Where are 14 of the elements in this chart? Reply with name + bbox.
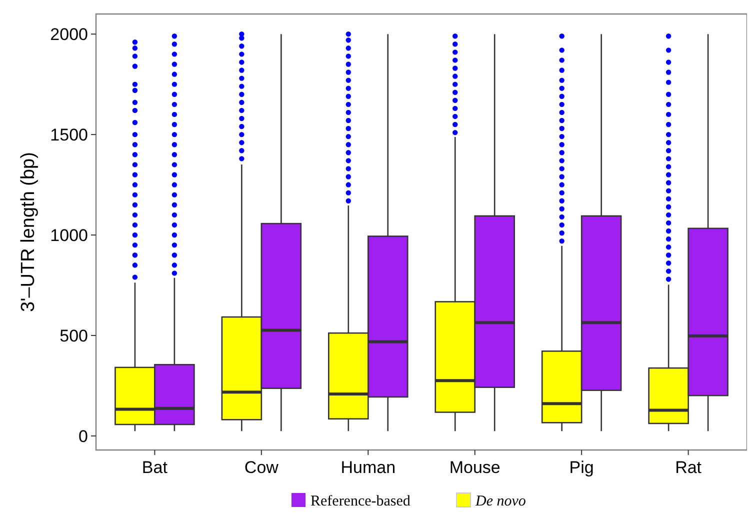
y-tick-label: 0 xyxy=(78,426,88,446)
y-tick-label: 500 xyxy=(60,326,88,346)
y-tick-label: 1500 xyxy=(50,126,88,145)
legend-label: Reference-based xyxy=(310,493,411,510)
y-tick-label: 1000 xyxy=(50,226,88,245)
x-tick-label: Mouse xyxy=(449,458,500,477)
y-tick-label: 2000 xyxy=(50,25,88,44)
y-axis-title: 3'–UTR length (bp) xyxy=(18,152,39,312)
x-tick-label: Human xyxy=(340,458,396,477)
x-tick-label: Bat xyxy=(142,458,168,477)
legend-label: De novo xyxy=(474,493,526,510)
x-tick-label: Rat xyxy=(675,458,702,477)
x-tick-label: Pig xyxy=(569,458,594,477)
x-tick-label: Cow xyxy=(244,458,280,477)
